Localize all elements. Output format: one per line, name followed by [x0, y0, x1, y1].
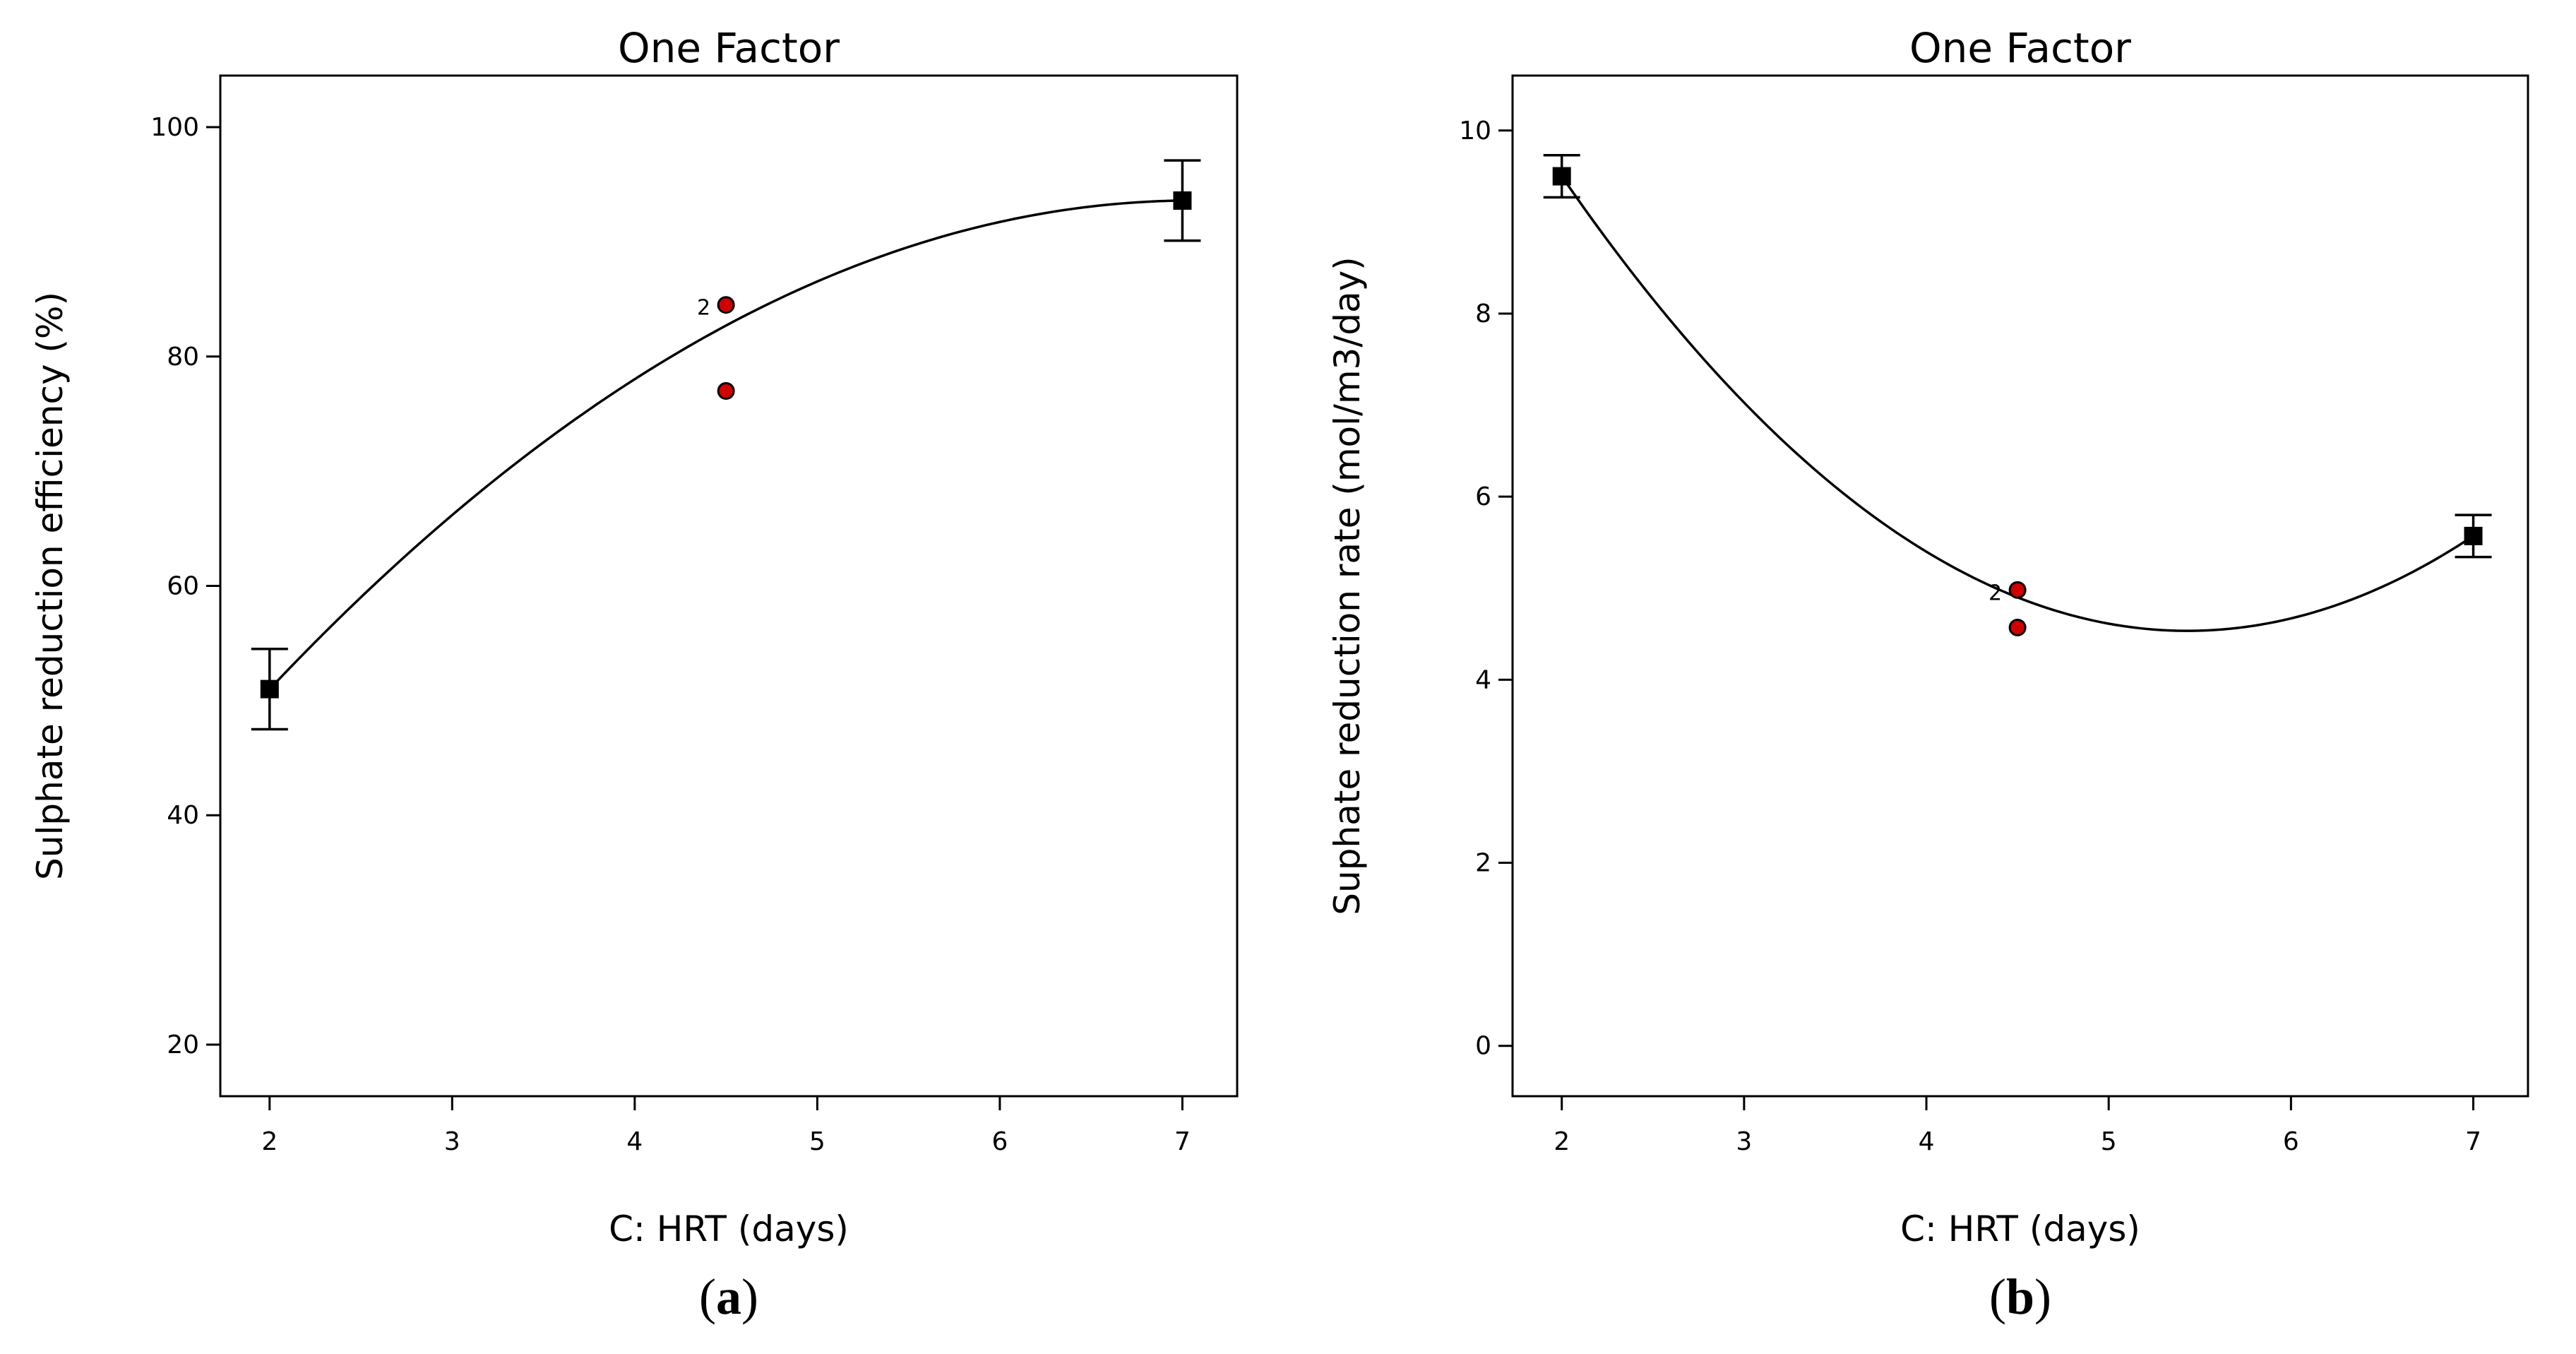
- fit-curve: [1561, 175, 2474, 632]
- y-tick-label: 40: [167, 801, 199, 830]
- chart-panel-a: One Factor 2 3 4 5 6 7 20 40 60 80 100 C: HRT (days)…: [30, 24, 1239, 1325]
- y-tick-label: 2: [1475, 849, 1491, 878]
- y-tick-label: 10: [1459, 117, 1491, 146]
- chart-title: One Factor: [1909, 24, 2131, 72]
- panel-letter: a: [716, 1269, 741, 1325]
- x-tick-label: 7: [2465, 1127, 2481, 1156]
- x-tick-label: 5: [809, 1127, 825, 1156]
- actual-point-marker: [2008, 618, 2027, 636]
- x-axis-label: C: HRT (days): [609, 1208, 849, 1249]
- actual-point-marker: [717, 296, 735, 314]
- x-tick-label: 3: [1736, 1127, 1752, 1156]
- plot-frame: [1511, 74, 2529, 1098]
- point-count-label: 2: [697, 296, 710, 321]
- x-tick-label: 4: [626, 1127, 643, 1156]
- panel-letter: b: [2006, 1269, 2034, 1325]
- x-axis-label: C: HRT (days): [1900, 1208, 2140, 1249]
- design-point-marker: [1552, 167, 1571, 186]
- x-tick-label: 5: [2101, 1127, 2117, 1156]
- y-axis-label: Suphate reduction rate (mol/m3/day): [1327, 256, 1368, 915]
- x-tick-label: 6: [991, 1127, 1008, 1156]
- design-point-marker: [260, 679, 279, 699]
- actual-point-marker: [2008, 581, 2027, 599]
- y-tick-label: 60: [167, 572, 199, 601]
- y-tick-label: 20: [167, 1031, 199, 1059]
- y-axis-label: Sulphate reduction efficiency (%): [30, 292, 71, 880]
- panel-label: (a): [699, 1269, 758, 1325]
- x-tick-label: 6: [2283, 1127, 2299, 1156]
- x-tick-label: 2: [261, 1127, 278, 1156]
- fit-curve: [268, 199, 1183, 690]
- actual-point-marker: [717, 381, 735, 400]
- x-tick-label: 2: [1554, 1127, 1570, 1156]
- x-tick-label: 4: [1919, 1127, 1935, 1156]
- point-count-label: 2: [1988, 581, 2002, 605]
- panel-label: (b): [1989, 1269, 2051, 1325]
- design-point-marker: [1173, 191, 1192, 210]
- x-tick-label: 7: [1174, 1127, 1191, 1156]
- x-tick-label: 3: [444, 1127, 460, 1156]
- y-tick-label: 80: [167, 343, 199, 372]
- chart-title: One Factor: [618, 24, 840, 72]
- y-tick-label: 4: [1475, 665, 1491, 694]
- y-tick-label: 0: [1475, 1032, 1491, 1061]
- chart-panel-b: One Factor 2 3 4 5 6 7 0 2 4 6 8 10 C: HRT (days) Suph…: [1327, 24, 2529, 1325]
- y-tick-label: 100: [150, 113, 199, 142]
- y-tick-label: 6: [1475, 482, 1491, 511]
- design-point-marker: [2464, 526, 2483, 545]
- y-tick-label: 8: [1475, 299, 1491, 328]
